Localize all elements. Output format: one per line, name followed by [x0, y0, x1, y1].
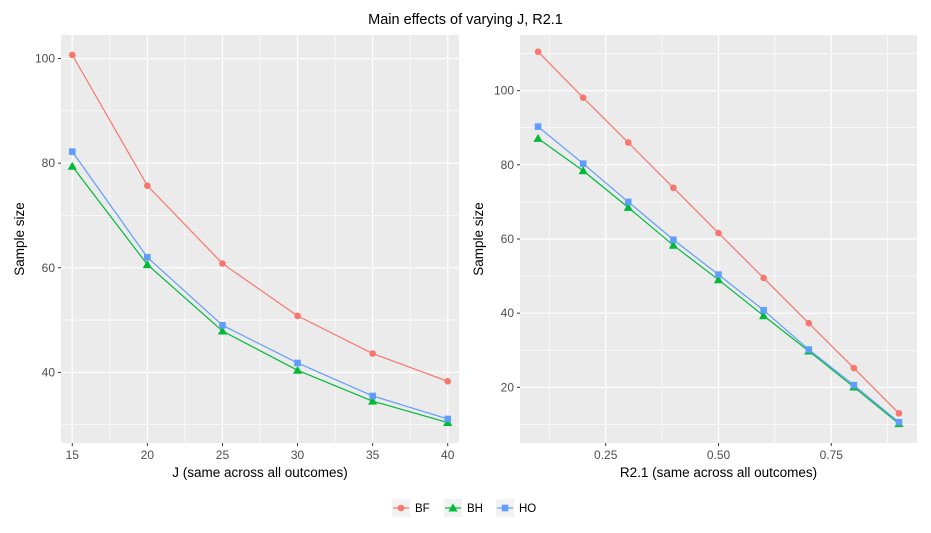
legend-label: BF — [415, 503, 430, 515]
data-point-bf — [895, 410, 903, 417]
series-line-ho — [71, 151, 448, 420]
data-point-ho — [895, 418, 903, 426]
data-point-bh — [67, 161, 77, 170]
y-tick-label: 40 — [42, 365, 56, 379]
right-y-axis-label: Sample size — [471, 202, 486, 276]
data-point-bh — [623, 202, 633, 211]
data-point-ho — [534, 123, 542, 130]
x-tick-label: 0.50 — [707, 448, 731, 462]
y-tick-label: 100 — [494, 84, 514, 98]
data-point-bh — [217, 326, 228, 335]
data-point-ho — [68, 148, 76, 155]
data-point-ho — [670, 236, 677, 244]
data-point-bf — [579, 94, 587, 101]
data-point-ho — [219, 322, 226, 329]
data-point-ho — [805, 346, 813, 353]
data-point-bh — [368, 396, 378, 405]
data-point-bf — [144, 182, 151, 189]
data-point-bh — [759, 311, 769, 320]
legend-item-bh: BH — [444, 499, 483, 517]
data-point-ho — [369, 392, 376, 400]
legend-item-bf: BF — [392, 499, 430, 517]
data-point-bf — [805, 319, 813, 327]
data-point-bh — [142, 260, 152, 269]
x-tick-label: 15 — [66, 448, 80, 462]
series-bf — [534, 48, 903, 417]
y-tick-label: 100 — [35, 52, 55, 66]
data-point-ho — [715, 271, 722, 278]
data-point-ho — [444, 415, 452, 423]
data-point-ho — [624, 198, 632, 206]
data-point-ho — [144, 254, 151, 261]
legend-key-marker — [448, 503, 458, 512]
series-bf — [68, 51, 452, 385]
x-tick-label: 0.75 — [820, 448, 844, 462]
data-point-bh — [292, 365, 303, 374]
right-gridlines — [520, 35, 917, 443]
series-line-bh — [71, 165, 448, 424]
data-point-bf — [670, 184, 677, 192]
data-point-bf — [715, 229, 722, 237]
series-ho — [534, 123, 903, 426]
data-point-bf — [369, 350, 376, 357]
x-tick-label: 25 — [216, 448, 230, 462]
data-point-bh — [713, 275, 724, 284]
legend-item-ho: HO — [496, 499, 536, 517]
data-point-bf — [760, 274, 767, 282]
left-x-axis-label: J (same across all outcomes) — [172, 465, 348, 480]
y-tick-label: 60 — [501, 232, 515, 246]
y-tick-label: 80 — [501, 158, 515, 172]
series-bh — [67, 161, 453, 427]
data-point-bh — [668, 240, 678, 249]
left-panel-j: 40 60 80 100 15 20 25 30 35 40 J (same across all … — [12, 35, 459, 480]
x-tick-label: 35 — [366, 448, 380, 462]
left-gridlines — [61, 35, 459, 443]
data-point-bf — [68, 51, 76, 59]
x-tick-label: 20 — [141, 448, 155, 462]
data-point-ho — [850, 381, 858, 389]
series-ho — [68, 148, 452, 423]
data-point-bf — [294, 312, 301, 320]
x-tick-label: 0.25 — [594, 448, 618, 462]
series-bh — [533, 133, 904, 428]
legend-key-marker — [501, 504, 509, 512]
y-tick-label: 20 — [501, 380, 515, 394]
legend: BF BH HO — [392, 499, 536, 517]
data-point-ho — [760, 306, 767, 314]
data-point-bh — [533, 133, 543, 142]
y-tick-label: 80 — [42, 156, 56, 170]
legend-key-marker — [397, 504, 405, 512]
left-y-axis-label: Sample size — [12, 202, 27, 276]
y-tick-label: 60 — [42, 261, 56, 275]
series-line-bf — [71, 54, 448, 382]
data-point-bf — [444, 377, 452, 385]
data-point-bh — [578, 166, 588, 175]
data-point-bf — [850, 364, 858, 372]
legend-label: HO — [519, 503, 536, 515]
x-tick-label: 30 — [291, 448, 305, 462]
y-tick-label: 40 — [501, 306, 515, 320]
data-point-ho — [294, 359, 301, 367]
data-point-bf — [219, 260, 226, 267]
data-point-bf — [624, 139, 632, 146]
data-point-bf — [534, 48, 542, 55]
x-tick-label: 40 — [441, 448, 455, 462]
data-point-ho — [579, 160, 587, 168]
legend-label: BH — [467, 503, 483, 515]
right-x-axis-label: R2.1 (same across all outcomes) — [620, 465, 817, 480]
figure-title: Main effects of varying J, R2.1 — [368, 12, 563, 28]
